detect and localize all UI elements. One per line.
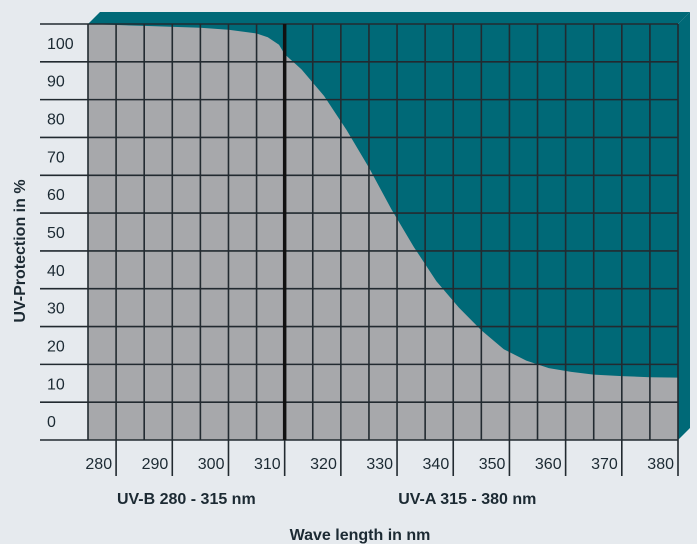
chart-3d-frame [88,12,690,440]
x-tick-label: 380 [647,456,674,473]
protection-area [88,24,678,440]
frame-right-face [678,12,690,440]
band-labels: UV-B 280 - 315 nm UV-A 315 - 380 nm [117,491,536,508]
x-tick-label: 290 [142,456,169,473]
x-tick-label: 320 [310,456,337,473]
x-tick-labels: 280 290 300 310 320 330 340 350 360 370 380 [85,456,674,473]
band-label: UV-A 315 - 380 nm [398,491,536,508]
x-tick-label: 360 [535,456,562,473]
x-tick-label: 310 [254,456,281,473]
y-tick-label: 40 [47,263,65,280]
y-tick-label: 30 [47,301,65,318]
y-axis-title: UV-Protection in % [12,179,29,322]
chart-grid [40,23,679,476]
band-label: UV-B 280 - 315 nm [117,491,256,508]
y-tick-label: 50 [47,225,65,242]
y-tick-label: 0 [47,414,56,431]
y-tick-label: 80 [47,112,65,129]
y-tick-label: 60 [47,187,65,204]
y-tick-label: 100 [47,36,74,53]
x-tick-label: 330 [366,456,393,473]
frame-top-face [88,12,690,24]
y-tick-label: 90 [47,74,65,91]
y-tick-label: 70 [47,149,65,166]
plot-area [88,24,678,440]
x-tick-label: 300 [198,456,225,473]
x-tick-label: 370 [591,456,618,473]
y-tick-label: 20 [47,338,65,355]
x-tick-label: 280 [85,456,112,473]
x-tick-label: 350 [479,456,506,473]
y-tick-label: 10 [47,376,65,393]
x-axis-title: Wave length in nm [290,527,431,544]
x-tick-label: 340 [423,456,450,473]
